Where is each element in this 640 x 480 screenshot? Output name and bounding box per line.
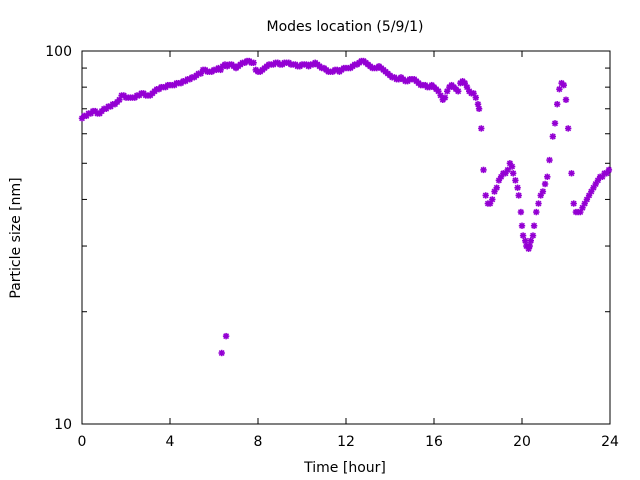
data-point [455,88,462,95]
data-point [514,184,521,191]
data-point [515,192,522,199]
data-point [441,94,449,101]
data-point [549,133,556,140]
data-point [546,156,553,164]
y-tick-label: 10 [54,417,72,433]
data-point [533,208,540,216]
data-point [480,166,487,174]
x-axis-label: Time [hour] [303,460,386,476]
data-point [510,170,517,177]
data-point [541,180,549,188]
data-point [522,237,529,244]
data-point [529,232,537,239]
data-point [539,188,547,195]
x-tick-label: 0 [78,434,87,450]
data-point [560,81,567,89]
data-point [562,96,570,103]
axis-tick-labels: 0 4 8 12 16 20 24 10 100 [45,44,619,450]
y-axis-label: Particle size [nm] [8,177,24,298]
data-point [519,232,527,239]
x-tick-label: 16 [425,434,443,450]
x-tick-label: 20 [513,434,531,450]
data-point [508,163,516,170]
chart-title: Modes location (5/9/1) [267,19,424,35]
data-points [78,57,613,357]
data-point [250,59,257,66]
data-point [556,85,563,93]
x-tick-label: 12 [337,434,355,450]
data-point [474,101,482,108]
data-point [527,237,534,244]
data-point [489,196,496,203]
data-point [565,125,572,132]
data-point [478,125,485,132]
data-point [472,94,479,101]
data-point [570,200,577,207]
data-point [554,101,561,108]
data-point [518,222,526,229]
data-point [544,173,551,180]
data-point [568,170,575,177]
data-point [605,166,613,174]
y-tick-label: 100 [45,44,72,60]
data-point [551,120,559,127]
data-point [475,105,483,112]
data-point [530,222,538,229]
axis-ticks [81,50,611,425]
x-tick-label: 24 [601,434,619,450]
data-point [526,242,533,250]
data-point [482,192,489,199]
data-point [222,332,230,340]
x-tick-label: 4 [166,434,175,450]
data-point [517,208,525,216]
data-point [493,184,500,191]
data-point [512,177,519,184]
x-tick-label: 8 [254,434,263,450]
data-point [535,200,542,207]
data-point [218,349,225,357]
